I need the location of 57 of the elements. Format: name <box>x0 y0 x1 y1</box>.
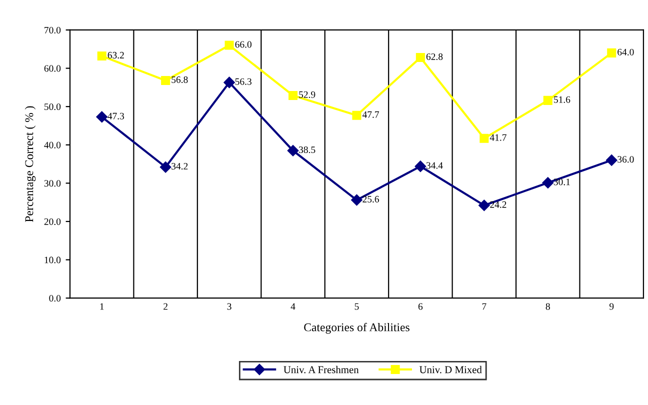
y-tick-label: 70.0 <box>44 26 61 34</box>
data-label: 25.6 <box>362 196 380 203</box>
x-tick-label: 1 <box>100 303 104 310</box>
y-tick-label: 40.0 <box>44 142 61 148</box>
point <box>543 96 552 105</box>
data-label: 41.7 <box>490 134 506 141</box>
data-label: 47.3 <box>108 112 124 120</box>
data-label: 63.2 <box>108 52 124 58</box>
y-tick-label: 0.0 <box>49 294 61 302</box>
point <box>416 53 425 62</box>
x-tick-label: 3 <box>227 303 232 310</box>
y-tick-label: 50.0 <box>44 103 61 110</box>
point <box>480 134 489 143</box>
data-label: 52.9 <box>299 91 316 98</box>
point <box>478 200 490 211</box>
data-label: 47.7 <box>362 111 380 118</box>
x-tick-label: 6 <box>418 303 423 310</box>
point <box>607 48 616 58</box>
data-label: 56.3 <box>235 78 252 85</box>
x-tick-label: 8 <box>546 303 550 310</box>
data-label: 38.5 <box>299 146 316 154</box>
data-label: 30.1 <box>554 178 570 186</box>
x-tick-label: 5 <box>354 303 359 310</box>
legend-label: Univ. A Freshmen <box>284 366 359 374</box>
data-label: 24.2 <box>490 201 506 208</box>
data-label: 56.8 <box>172 76 188 84</box>
point <box>352 110 362 120</box>
point <box>288 90 298 100</box>
point <box>161 76 170 86</box>
data-label: 62.8 <box>426 53 443 60</box>
y-tick-label: 10.0 <box>44 256 61 264</box>
y-tick-label: 30.0 <box>44 180 61 187</box>
legend-label: Univ. D Mixed <box>419 366 482 374</box>
point <box>160 161 172 173</box>
y-axis-title: Percentage Correct ( % ) <box>24 106 36 222</box>
data-label: 66.0 <box>235 41 252 48</box>
point <box>96 111 108 123</box>
data-label: 64.0 <box>618 48 634 56</box>
point <box>542 177 554 188</box>
data-label: 34.2 <box>172 162 188 170</box>
point <box>224 40 234 50</box>
point <box>287 145 299 156</box>
point <box>351 194 362 206</box>
x-tick-label: 2 <box>164 303 168 310</box>
point <box>606 154 618 166</box>
point <box>224 76 235 88</box>
point <box>414 160 426 172</box>
x-tick-label: 9 <box>609 303 614 310</box>
point <box>97 52 106 61</box>
x-axis-title: Categories of Abilities <box>304 322 410 334</box>
x-tick-label: 7 <box>482 303 486 310</box>
data-label: 51.6 <box>554 96 570 103</box>
y-tick-label: 20.0 <box>44 218 61 225</box>
data-label: 34.4 <box>426 162 443 169</box>
data-label: 36.0 <box>618 156 634 163</box>
y-tick-label: 60.0 <box>44 65 61 72</box>
x-tick-label: 4 <box>290 303 296 310</box>
